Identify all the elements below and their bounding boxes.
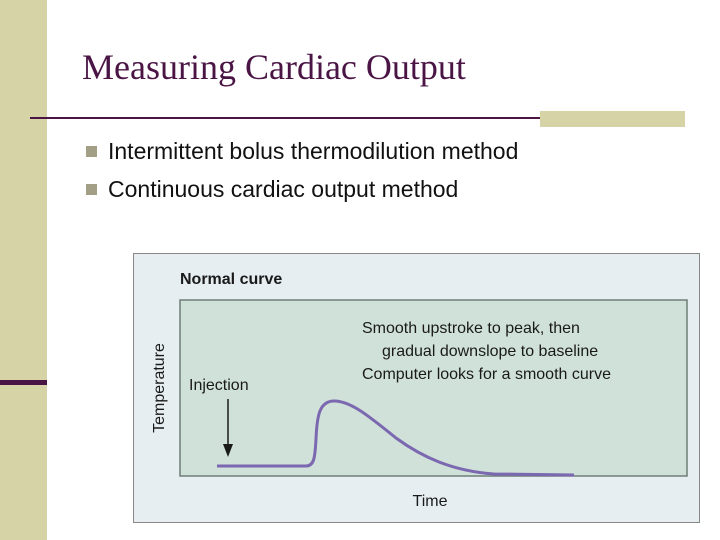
bullet-item: Continuous cardiac output method	[86, 170, 518, 208]
square-bullet-icon	[86, 145, 97, 157]
square-bullet-icon	[86, 183, 97, 195]
annotation-line-3: Computer looks for a smooth curve	[362, 366, 611, 383]
bullet-text: Continuous cardiac output method	[108, 175, 459, 202]
plot-area	[179, 299, 688, 477]
bullet-item: Intermittent bolus thermodilution method	[86, 132, 518, 170]
slide-title: Measuring Cardiac Output	[82, 47, 466, 87]
injection-arrow-icon	[223, 399, 233, 457]
y-axis-label: Temperature	[151, 343, 168, 433]
bullet-text: Intermittent bolus thermodilution method	[108, 137, 519, 164]
title-divider-block	[540, 111, 685, 127]
title-divider-line	[30, 117, 685, 119]
thermodilution-curve	[217, 399, 575, 477]
figure-heading: Normal curve	[180, 271, 282, 288]
figure-canvas: Normal curve Smooth upstroke to peak, th…	[151, 271, 688, 510]
bullet-list: Intermittent bolus thermodilution method…	[86, 132, 518, 208]
annotation-line-1: Smooth upstroke to peak, then	[362, 320, 580, 337]
injection-label: Injection	[189, 377, 249, 394]
side-decor-accent	[0, 380, 47, 385]
annotation-line-2: gradual downslope to baseline	[382, 343, 598, 360]
thermodilution-figure: Normal curve Smooth upstroke to peak, th…	[133, 253, 700, 523]
x-axis-label: Time	[413, 493, 448, 510]
side-decor-bar	[0, 0, 47, 540]
